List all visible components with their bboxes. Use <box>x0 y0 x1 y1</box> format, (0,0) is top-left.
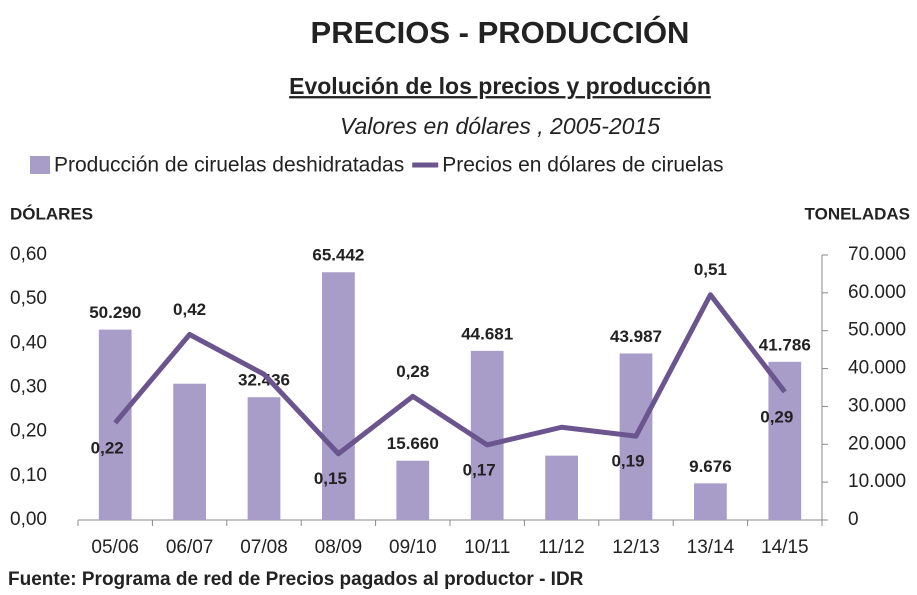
x-tick-label: 14/15 <box>761 537 809 558</box>
bar <box>247 397 281 520</box>
bar-value-label: 65.442 <box>312 246 364 265</box>
y-tick-label: 0,60 <box>10 244 47 265</box>
x-tick-label: 06/07 <box>166 537 214 558</box>
y-tick-label: 0,40 <box>10 332 47 353</box>
x-tick-label: 09/10 <box>389 537 437 558</box>
line-value-label: 0,17 <box>463 460 496 479</box>
y2-tick-label: 60.000 <box>848 282 906 303</box>
bar <box>98 329 132 520</box>
line-value-label: 0,28 <box>396 362 429 381</box>
bar <box>173 383 206 520</box>
y2-tick-label: 40.000 <box>848 358 906 379</box>
y2-tick-label: 50.000 <box>848 320 906 341</box>
bar-value-label: 15.660 <box>387 434 439 453</box>
y2-tick-label: 70.000 <box>848 244 906 265</box>
bar-value-label: 50.290 <box>89 303 141 322</box>
chart-subtitle: Evolución de los precios y producción <box>289 73 711 99</box>
line-value-label: 0,42 <box>173 300 206 319</box>
y2-axis-label: TONELADAS <box>805 204 910 223</box>
line <box>113 292 787 457</box>
x-tick-label: 10/11 <box>464 537 510 558</box>
bar-value-label: 44.681 <box>461 324 513 343</box>
bar <box>545 455 578 520</box>
x-tick-label: 11/12 <box>539 537 585 558</box>
x-tick-label: 13/14 <box>687 537 735 558</box>
x-tick-label: 07/08 <box>240 537 288 558</box>
y-tick-label: 0,30 <box>10 377 47 398</box>
legend-label: Producción de ciruelas deshidratadas <box>54 154 404 177</box>
y2-tick-label: 10.000 <box>848 471 906 492</box>
line-value-label: 0,22 <box>91 438 124 457</box>
bar-value-label: 9.676 <box>689 457 732 476</box>
line-value-label: 0,15 <box>314 469 347 488</box>
line-value-label: 0,19 <box>611 452 644 471</box>
legend-swatch <box>30 156 50 174</box>
y2-tick-label: 0 <box>848 509 859 530</box>
y2-tick-label: 20.000 <box>848 433 906 454</box>
y-tick-label: 0,10 <box>10 465 47 486</box>
y-axis-label: DÓLARES <box>10 204 93 223</box>
y2-tick-label: 30.000 <box>848 395 906 416</box>
y-tick-label: 0,50 <box>10 288 47 309</box>
bar <box>694 483 727 520</box>
line-value-label: 0,51 <box>694 260 727 279</box>
legend-label: Precios en dólares de ciruelas <box>442 154 723 177</box>
y-tick-label: 0,20 <box>10 421 47 442</box>
bar <box>768 361 802 520</box>
bar <box>322 272 355 520</box>
x-tick-label: 08/09 <box>315 537 363 558</box>
x-tick-label: 12/13 <box>612 537 660 558</box>
chart-title: PRECIOS - PRODUCCIÓN <box>311 14 690 50</box>
line-value-label: 0,29 <box>760 407 793 426</box>
y-tick-label: 0,00 <box>10 509 47 530</box>
chart-subtitle-2: Valores en dólares , 2005-2015 <box>340 113 660 139</box>
bar-value-label: 41.786 <box>759 335 811 354</box>
bar <box>396 460 430 520</box>
bar-value-label: 43.987 <box>610 327 662 346</box>
x-tick-label: 05/06 <box>91 537 139 558</box>
source-note: Fuente: Programa de red de Precios pagad… <box>8 569 584 590</box>
